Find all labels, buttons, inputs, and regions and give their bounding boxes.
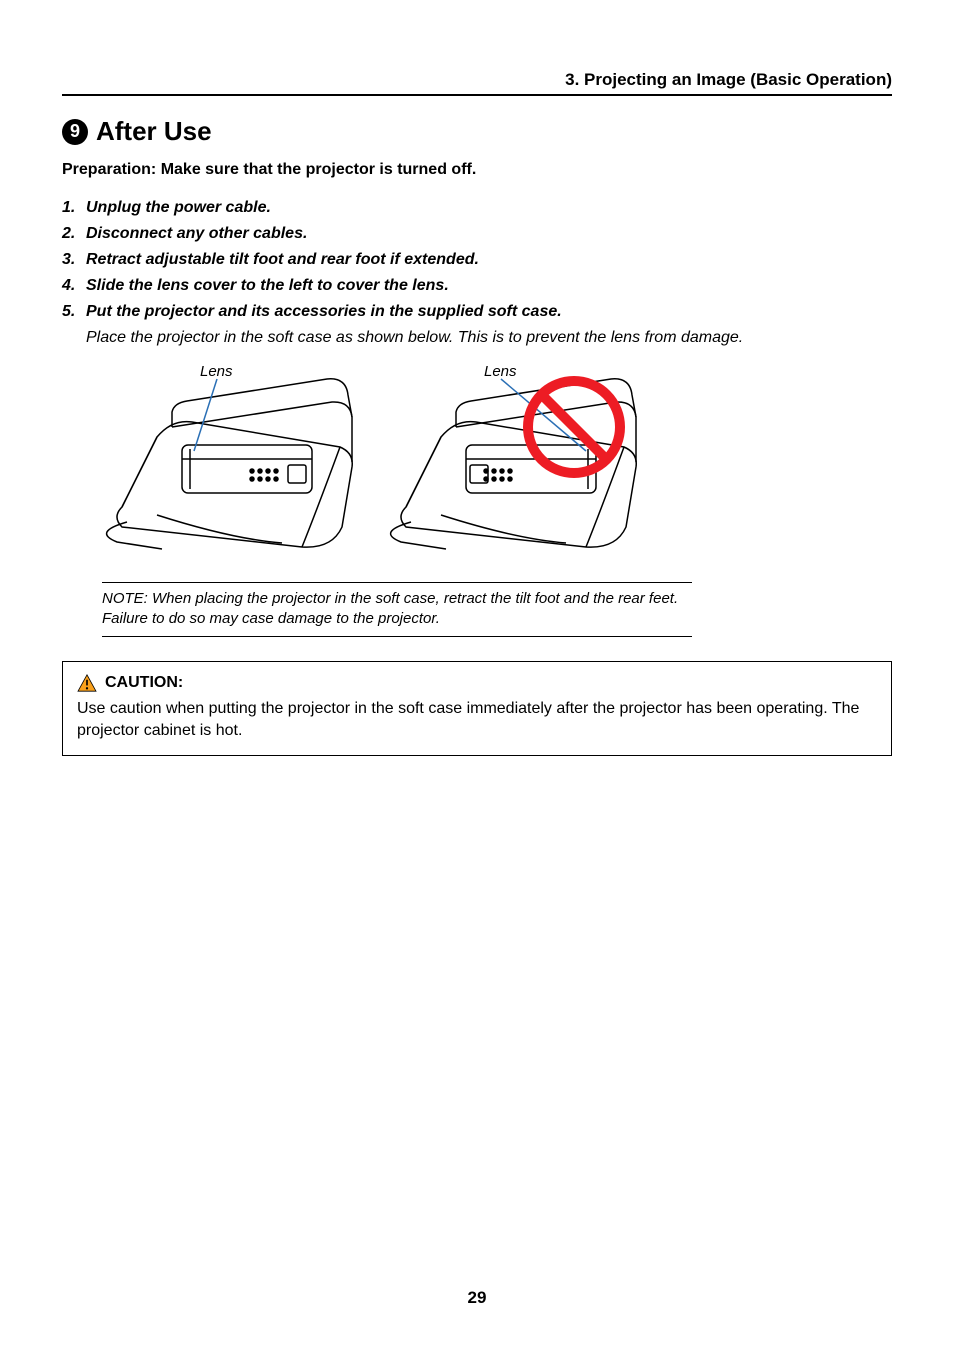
page: 3. Projecting an Image (Basic Operation)…	[0, 0, 954, 1348]
step-item: Unplug the power cable.	[62, 199, 892, 217]
warning-triangle-icon	[77, 674, 97, 692]
lens-label-right: Lens	[484, 363, 517, 380]
diagram-incorrect: Lens	[386, 367, 666, 562]
preparation-text: Preparation: Make sure that the projecto…	[62, 161, 892, 179]
page-number: 29	[0, 1288, 954, 1308]
caution-text: Use caution when putting the projector i…	[77, 698, 877, 743]
lens-pointer-line	[194, 379, 217, 451]
softcase-correct-icon	[102, 367, 362, 557]
chapter-title: 3. Projecting an Image (Basic Operation)	[565, 70, 892, 89]
step-item: Retract adjustable tilt foot and rear fo…	[62, 251, 892, 269]
note-block: NOTE: When placing the projector in the …	[102, 582, 692, 637]
caution-heading: CAUTION:	[105, 672, 183, 694]
section-number-badge: 9	[62, 119, 88, 145]
caution-heading-row: CAUTION:	[77, 672, 877, 694]
caution-box: CAUTION: Use caution when putting the pr…	[62, 661, 892, 756]
steps-list: Unplug the power cable. Disconnect any o…	[62, 199, 892, 321]
step-item: Slide the lens cover to the left to cove…	[62, 277, 892, 295]
section-title-row: 9 After Use	[62, 116, 892, 147]
section-title-text: After Use	[96, 116, 212, 147]
chapter-header: 3. Projecting an Image (Basic Operation)	[62, 70, 892, 96]
softcase-incorrect-icon	[386, 367, 666, 557]
step-item: Disconnect any other cables.	[62, 225, 892, 243]
diagram-row: Lens	[62, 367, 892, 562]
lens-label-left: Lens	[200, 363, 233, 380]
diagram-correct: Lens	[102, 367, 362, 562]
step-note: Place the projector in the soft case as …	[62, 329, 892, 347]
step-item: Put the projector and its accessories in…	[62, 303, 892, 321]
